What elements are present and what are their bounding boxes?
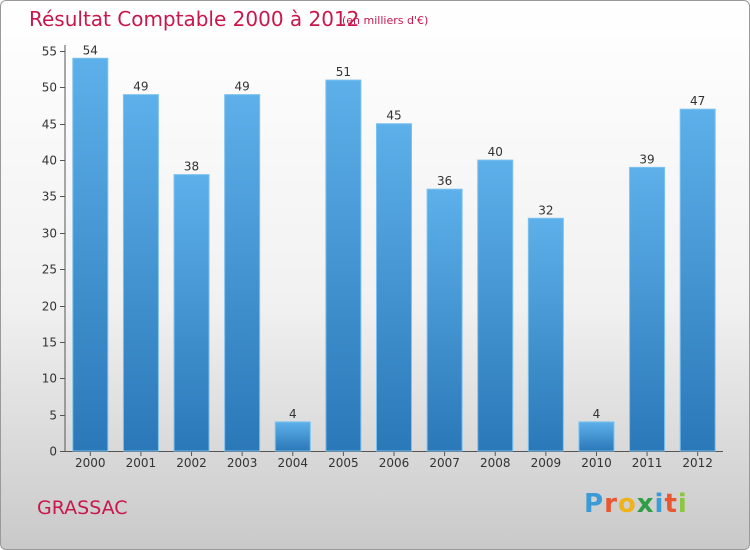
value-label-2008: 40 [488, 145, 503, 159]
axes: 0 5 10 15 20 25 30 35 40 45 50 55 2000 2001 2002 2003 20… [42, 45, 723, 470]
bar-2000 [72, 57, 109, 452]
value-label-2006: 45 [386, 109, 401, 123]
x-tick-label-2009: 2009 [531, 456, 562, 470]
value-label-2012: 47 [690, 94, 705, 108]
y-tick-label: 25 [42, 263, 57, 277]
x-tick-label-2001: 2001 [126, 456, 157, 470]
bar-2001 [122, 94, 159, 452]
y-tick-label: 30 [42, 227, 57, 241]
bar-2010 [578, 421, 615, 452]
y-tick-label: 0 [49, 445, 57, 459]
value-label-2007: 36 [437, 174, 452, 188]
bar-2002 [173, 174, 210, 452]
chart-subtitle: (en milliers d'€) [342, 14, 429, 27]
x-tick-label-2002: 2002 [176, 456, 207, 470]
bar-2008 [477, 159, 514, 452]
value-label-2011: 39 [639, 152, 654, 166]
bar-2004 [274, 421, 311, 452]
chart-title: Résultat Comptable 2000 à 2012 [29, 7, 360, 31]
bar-2006 [376, 123, 412, 452]
y-tick-label: 45 [42, 118, 57, 132]
y-tick-label: 10 [42, 372, 57, 386]
bar-2007 [426, 188, 463, 452]
value-label-2004: 4 [289, 407, 297, 421]
value-label-2003: 49 [235, 80, 250, 94]
logo-letter: i [677, 489, 688, 519]
y-tick-label: 35 [42, 190, 57, 204]
x-tick-label-2010: 2010 [581, 456, 612, 470]
value-label-2010: 4 [593, 407, 601, 421]
y-tick-label: 15 [42, 336, 57, 350]
bar-2005 [325, 79, 362, 452]
value-labels: 54 49 38 49 4 51 45 36 40 32 4 39 47 [83, 43, 706, 421]
proxiti-logo[interactable]: Proxiti [584, 489, 688, 519]
logo-letter: o [617, 489, 637, 519]
x-tick-label-2011: 2011 [632, 456, 663, 470]
y-tick-label: 40 [42, 154, 57, 168]
y-tick-label: 20 [42, 300, 57, 314]
value-label-2002: 38 [184, 160, 199, 174]
bar-2009 [527, 217, 564, 452]
x-tick-label-2003: 2003 [227, 456, 258, 470]
y-tick-label: 55 [42, 45, 57, 59]
logo-letter: r [604, 489, 618, 519]
x-tick-label-2005: 2005 [328, 456, 359, 470]
x-tick-label-2007: 2007 [429, 456, 460, 470]
x-tick-label-2006: 2006 [379, 456, 410, 470]
value-label-2000: 54 [83, 43, 98, 57]
x-tick-label-2012: 2012 [682, 456, 713, 470]
x-tick-label-2008: 2008 [480, 456, 511, 470]
y-tick-label: 50 [42, 81, 57, 95]
logo-letter: i [654, 489, 665, 519]
bar-2012 [679, 108, 716, 452]
commune-name: GRASSAC [37, 497, 128, 519]
logo-letter: x [636, 489, 655, 519]
value-label-2001: 49 [133, 80, 148, 94]
bar-2011 [629, 166, 666, 452]
logo-letter: P [584, 489, 605, 519]
x-tick-label-2004: 2004 [277, 456, 308, 470]
x-tick-label-2000: 2000 [75, 456, 106, 470]
bar-2003 [224, 94, 261, 452]
y-tick-label: 5 [49, 409, 57, 423]
bars [72, 57, 716, 452]
value-label-2009: 32 [538, 203, 553, 217]
logo-letter: t [664, 489, 678, 519]
value-label-2005: 51 [336, 65, 351, 79]
